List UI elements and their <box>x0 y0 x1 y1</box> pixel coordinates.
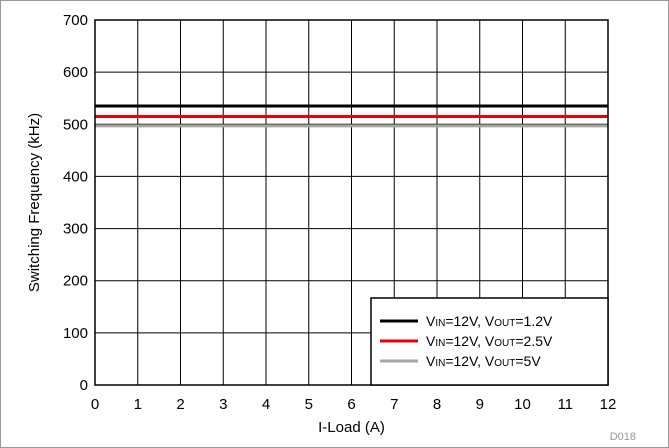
x-tick-label: 2 <box>176 396 184 413</box>
x-tick-label: 9 <box>476 396 484 413</box>
series-layer <box>95 104 608 128</box>
y-tick-labels: 0 100 200 300 400 500 600 700 <box>63 12 88 394</box>
x-tick-label: 7 <box>390 396 398 413</box>
y-tick-label: 700 <box>63 12 88 29</box>
x-tick-label: 0 <box>91 396 99 413</box>
figure-id: D018 <box>610 431 636 443</box>
x-axis-label: I-Load (A) <box>318 419 385 436</box>
y-tick-label: 200 <box>63 273 88 290</box>
y-tick-label: 100 <box>63 325 88 342</box>
x-tick-label: 4 <box>262 396 270 413</box>
plot-area-border <box>94 19 609 386</box>
y-tick-label: 500 <box>63 116 88 133</box>
y-axis-label: Switching Frequency (kHz) <box>26 113 43 292</box>
x-tick-label: 1 <box>134 396 142 413</box>
legend-entry: VIN=12V, VOUT=2.5V <box>426 333 553 349</box>
x-tick-label: 10 <box>514 396 531 413</box>
y-tick-label: 300 <box>63 221 88 238</box>
y-tick-label: 600 <box>63 64 88 81</box>
x-tick-label: 3 <box>219 396 227 413</box>
legend-entry: VIN=12V, VOUT=1.2V <box>426 313 553 329</box>
x-tick-label: 6 <box>347 396 355 413</box>
y-tick-label: 400 <box>63 168 88 185</box>
legend: VIN=12V, VOUT=1.2V VIN=12V, VOUT=2.5V VIN=… <box>370 297 609 386</box>
x-tick-labels: 0 1 2 3 4 5 6 7 8 9 10 11 12 <box>91 396 617 413</box>
x-tick-label: 5 <box>305 396 313 413</box>
x-tick-label: 11 <box>557 396 573 413</box>
legend-entry: VIN=12V, VOUT=5V <box>426 353 541 369</box>
x-tick-label: 12 <box>600 396 617 413</box>
x-tick-label: 8 <box>433 396 441 413</box>
y-tick-label: 0 <box>80 377 88 394</box>
